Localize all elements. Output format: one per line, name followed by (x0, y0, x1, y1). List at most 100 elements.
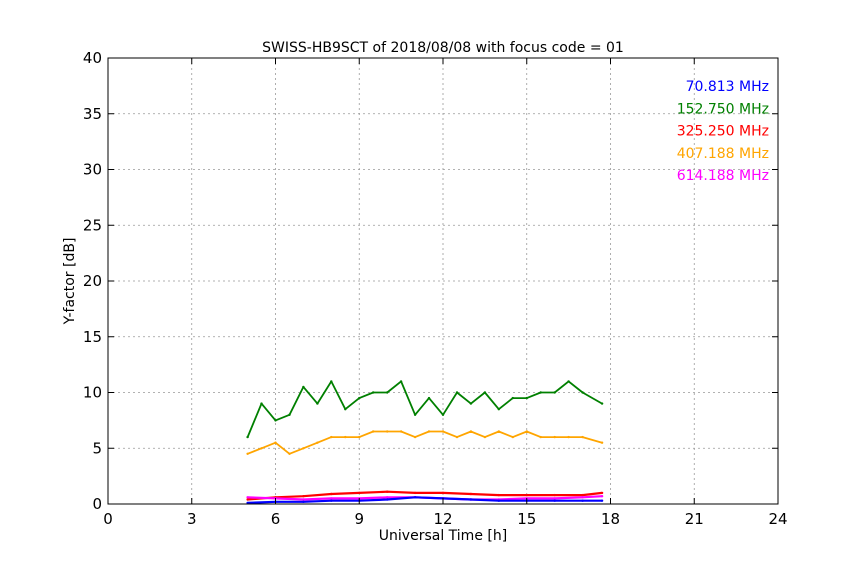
data-point-1 (581, 391, 584, 394)
data-point-3 (483, 435, 487, 439)
data-point-3 (246, 452, 249, 455)
data-point-1 (288, 413, 291, 416)
data-point-1 (372, 391, 375, 394)
data-point-2 (469, 492, 473, 496)
data-point-3 (344, 435, 347, 439)
y-tick-label: 35 (83, 105, 102, 123)
data-point-0 (330, 499, 333, 502)
data-point-0 (581, 499, 584, 502)
data-point-3 (372, 430, 375, 433)
data-point-1 (302, 385, 305, 389)
data-point-0 (386, 498, 389, 501)
data-point-1 (386, 391, 389, 394)
chart-title: SWISS-HB9SCT of 2018/08/08 with focus co… (262, 40, 624, 56)
series-line-0 (247, 496, 603, 504)
data-point-4 (246, 496, 249, 499)
data-point-3 (497, 430, 500, 433)
data-point-2 (413, 491, 417, 495)
data-point-4 (553, 497, 556, 500)
data-point-0 (553, 499, 556, 502)
data-point-3 (553, 435, 556, 439)
data-point-3 (260, 447, 263, 450)
data-point-2 (553, 493, 556, 497)
legend-entry: 152.750 MHz (677, 101, 769, 117)
data-point-2 (497, 493, 500, 497)
data-point-3 (274, 441, 277, 444)
data-point-2 (441, 491, 445, 495)
data-point-1 (441, 413, 445, 416)
data-point-0 (413, 496, 417, 499)
data-point-2 (330, 492, 333, 496)
data-point-1 (274, 419, 277, 422)
data-point-2 (600, 491, 604, 495)
data-point-1 (358, 396, 361, 400)
data-point-1 (260, 402, 263, 405)
x-tick-label: 3 (187, 510, 197, 528)
data-point-1 (344, 408, 347, 411)
x-tick-label: 6 (271, 510, 281, 528)
data-point-4 (386, 496, 389, 499)
data-point-3 (413, 435, 417, 439)
data-point-1 (567, 380, 570, 383)
y-tick-label: 20 (83, 272, 102, 290)
data-point-1 (600, 402, 604, 405)
series-line-2 (247, 490, 603, 501)
data-point-1 (455, 391, 459, 394)
data-point-1 (525, 396, 528, 400)
data-point-3 (399, 430, 403, 433)
data-point-3 (386, 430, 389, 433)
data-point-3 (288, 452, 291, 455)
legend-entry: 407.188 MHz (677, 146, 769, 162)
data-point-2 (246, 498, 249, 501)
y-tick-label: 30 (83, 161, 102, 179)
data-point-3 (469, 430, 473, 433)
data-point-3 (539, 435, 542, 439)
y-tick-label: 10 (83, 384, 102, 402)
data-point-3 (600, 441, 604, 444)
data-point-1 (413, 413, 417, 416)
data-point-0 (246, 501, 249, 505)
x-tick-label: 9 (354, 510, 364, 528)
data-point-3 (455, 435, 459, 439)
axis-ticks: 0 3 6 9 12 15 18 21 24 0 5 10 15 20 25 30 35 40 (83, 49, 788, 528)
data-point-3 (358, 435, 361, 439)
data-point-1 (553, 391, 556, 394)
x-tick-label: 24 (768, 510, 787, 528)
data-point-1 (399, 380, 403, 383)
data-point-3 (581, 435, 584, 439)
data-point-1 (483, 391, 487, 394)
data-point-3 (427, 430, 431, 433)
y-tick-label: 15 (83, 328, 102, 346)
data-point-4 (330, 497, 333, 500)
data-point-2 (386, 490, 389, 493)
plot-series (246, 380, 604, 505)
legend-entry: 614.188 MHz (677, 168, 769, 184)
data-point-1 (469, 402, 473, 405)
x-tick-label: 15 (517, 510, 536, 528)
y-tick-label: 25 (83, 216, 102, 234)
y-tick-label: 0 (92, 495, 102, 513)
series-line-3 (247, 430, 603, 455)
data-point-3 (525, 430, 528, 433)
y-tick-label: 40 (83, 49, 102, 67)
x-axis-label: Universal Time [h] (379, 528, 507, 544)
data-point-1 (427, 396, 431, 400)
data-point-3 (567, 435, 570, 439)
data-point-0 (497, 499, 500, 502)
x-tick-label: 0 (103, 510, 113, 528)
data-point-0 (600, 499, 604, 502)
data-point-3 (330, 435, 333, 439)
y-axis-label: Y-factor [dB] (62, 238, 78, 326)
x-tick-label: 18 (601, 510, 620, 528)
data-point-2 (302, 495, 305, 498)
x-tick-label: 21 (685, 510, 704, 528)
x-tick-label: 12 (433, 510, 452, 528)
legend-entry: 325.250 MHz (677, 124, 769, 140)
data-point-2 (525, 493, 528, 497)
data-point-1 (539, 391, 542, 394)
data-point-1 (497, 408, 500, 411)
data-point-3 (316, 441, 319, 444)
data-point-4 (581, 496, 584, 499)
data-point-3 (441, 430, 445, 433)
